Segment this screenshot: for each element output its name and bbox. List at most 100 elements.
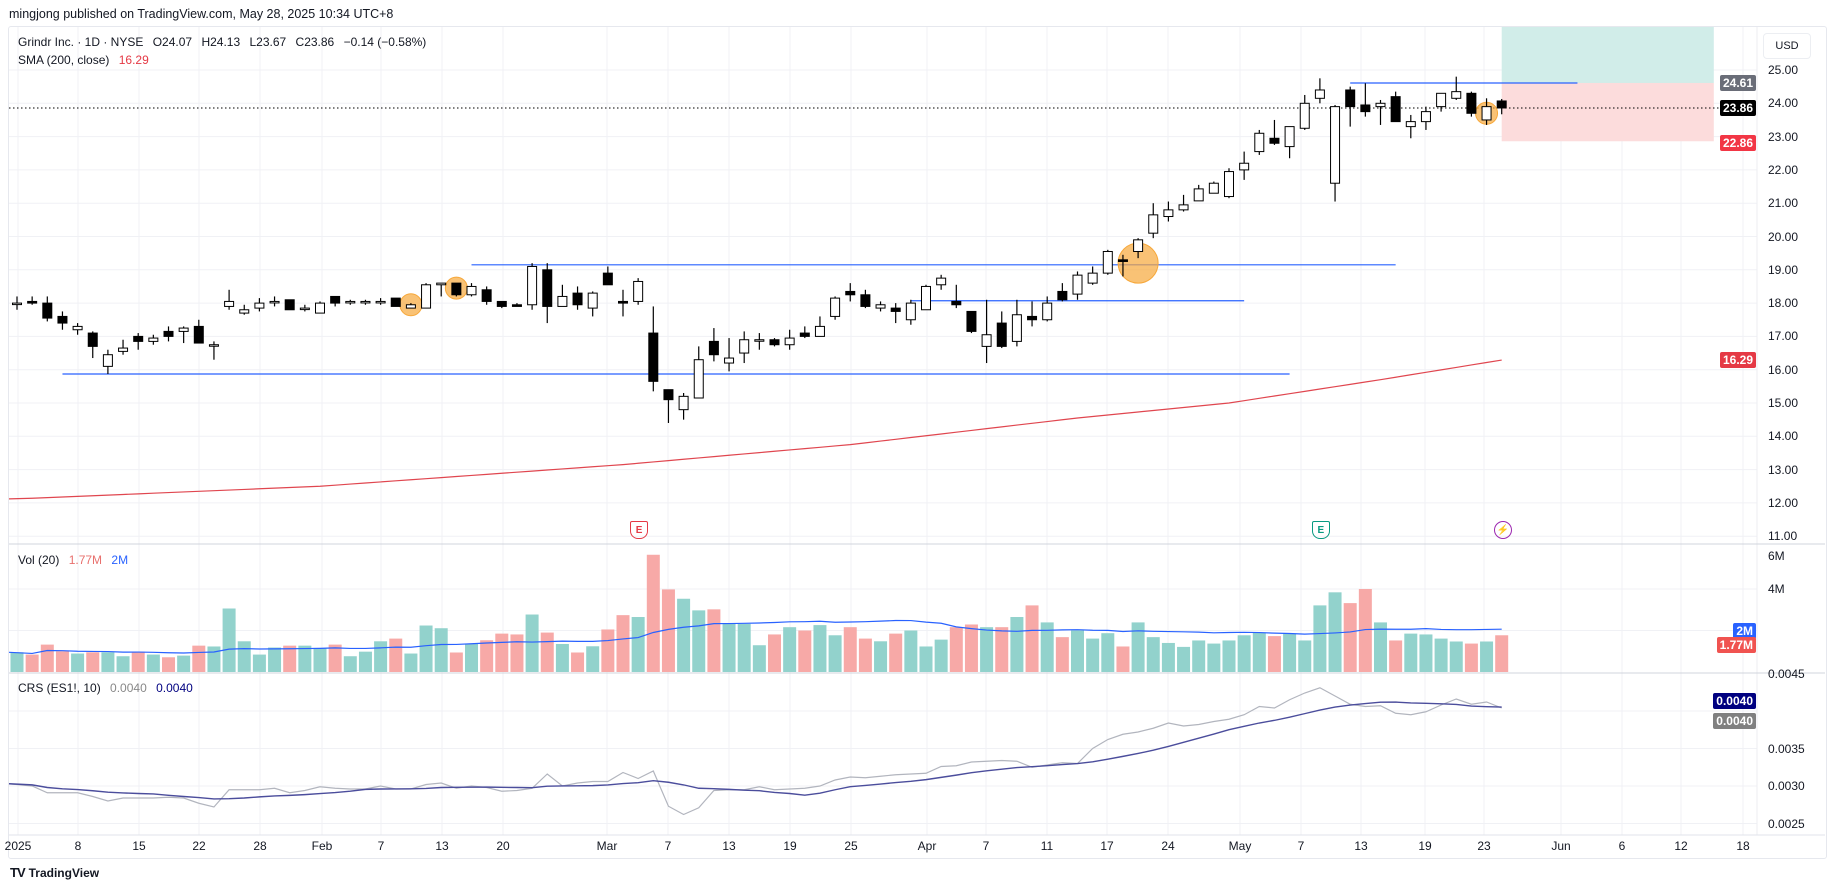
candle [87,331,98,359]
volume-bar [737,623,751,672]
volume-value: 1.77M [68,553,103,567]
volume-bar [40,644,54,672]
candle-body [1420,111,1431,123]
grid-lines [9,27,1758,835]
volume-bar [1237,635,1251,672]
volume-bar [343,656,357,672]
earnings-icon[interactable]: E [1311,521,1330,539]
candle-body [830,297,841,317]
crs-lines [8,687,1502,816]
sma-label[interactable]: SMA (200, close) [18,53,110,67]
candle-body [527,265,538,306]
candle-body [239,309,250,314]
candle [1284,126,1295,159]
candle-body [1117,259,1128,262]
candle-body [421,284,432,309]
candle [1011,299,1022,347]
candle-body [375,300,386,304]
volume-bar [949,627,963,672]
volume-bar [434,628,448,672]
date-tick-label: Feb [311,839,333,853]
candle [421,283,432,309]
volume-legend: Vol (20) 1.77M 2M [18,553,134,567]
volume-bar [919,646,933,672]
volume-label[interactable]: Vol (20) [18,553,60,567]
candle [1420,106,1431,130]
candle-body [557,295,568,307]
volume-bar [828,635,842,672]
candle [345,299,356,305]
candle-body [860,294,871,307]
candle [1496,98,1507,115]
volume-bar [1449,641,1463,672]
candle-body [1436,92,1447,108]
candle [1072,271,1083,300]
volume-bar [1192,640,1206,672]
candle [799,326,810,339]
date-tick-label: 18 [1736,839,1750,853]
volume-bar [116,656,130,672]
stop-price-badge: 22.86 [1719,135,1756,152]
crs-tick-label: 0.0030 [1768,779,1805,793]
candle-body [1345,89,1356,108]
price-tick-label: 20.00 [1768,229,1799,244]
candle-body [981,334,992,347]
currency-button[interactable]: USD [1763,33,1811,59]
volume-bar [404,653,418,672]
candle [269,296,280,307]
price-tick-label: 16.00 [1768,362,1799,377]
volume-bar [222,608,236,672]
volume-bar [252,654,266,672]
candles [12,76,1507,423]
volume-bar [783,627,797,672]
sma-200-line [8,359,1502,500]
volume-bar [1146,637,1160,672]
volume-tick-label: 4M [1768,582,1785,596]
candle [1208,181,1219,194]
volume-bar [934,639,948,672]
candle-body [633,280,644,302]
candle-body [739,339,750,354]
candle-body [1148,214,1159,234]
volume-bar [1207,643,1221,672]
date-tick-label: 7 [664,839,672,853]
volume-bar [555,643,569,672]
volume-bar [722,623,736,672]
tradingview-logo[interactable]: TV TradingView [10,865,99,880]
candle [633,278,644,305]
candle [663,389,674,423]
candle-body [87,332,98,347]
earnings-icon[interactable]: E [630,521,649,539]
volume-badge: 1.77M [1716,637,1756,654]
candle-body [330,295,341,304]
date-tick-label: 13 [435,839,449,853]
candle [1360,83,1371,117]
sma-value-badge: 16.29 [1719,352,1756,369]
date-tick-label: 28 [253,839,267,853]
volume-bar [192,645,206,672]
candle-body [148,337,159,342]
candle-body [678,395,689,411]
candle [1254,129,1265,155]
volume-bar [10,652,24,672]
volume-bar [465,643,478,672]
crs-label[interactable]: CRS (ES1!, 10) [18,681,101,695]
candle-body [663,389,674,401]
date-tick-label: 7 [377,839,385,853]
candle-body [254,302,265,309]
crs-tick-label: 0.0035 [1768,741,1805,756]
volume-bars [8,554,1509,672]
volume-bar [298,645,312,672]
candle-body [284,299,295,311]
volume-bar [419,625,433,672]
volume-bar [268,647,282,672]
dividend-lightning-icon[interactable]: ⚡ [1493,521,1512,539]
candle [1027,301,1038,327]
symbol-title[interactable]: Grindr Inc. · 1D · NYSE [18,35,144,49]
candle-body [1375,102,1386,108]
volume-bar [692,610,706,672]
candle [57,311,68,330]
candle [830,296,841,320]
candle-body [1239,162,1250,171]
